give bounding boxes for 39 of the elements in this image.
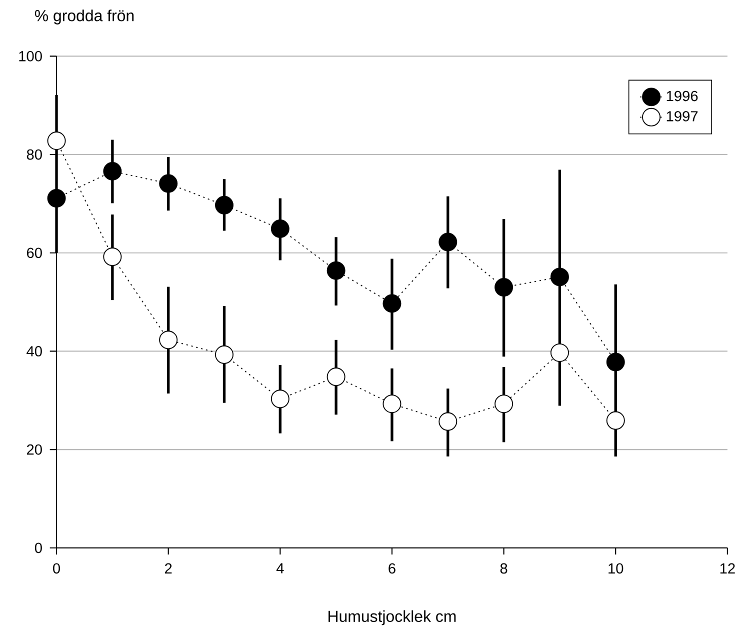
point (438, 412, 458, 431)
y-tick-label: 80 (26, 150, 42, 160)
point (326, 262, 346, 280)
x-tick-label: 2 (165, 563, 172, 574)
y-tick-label: 100 (19, 51, 42, 62)
point (606, 352, 625, 372)
point (270, 390, 290, 408)
point (159, 330, 178, 350)
point (438, 233, 458, 252)
x-tick-label: 12 (720, 563, 735, 574)
point (494, 394, 514, 414)
x-tick-label: 6 (388, 563, 396, 574)
point (550, 344, 569, 362)
point (606, 412, 625, 430)
y-tick-label: 0 (34, 542, 42, 554)
point (382, 294, 402, 313)
point (270, 220, 290, 238)
point (326, 368, 346, 386)
point (47, 132, 66, 150)
point (159, 174, 178, 193)
x-tick-label: 10 (608, 563, 624, 574)
legend-label: 1996 (666, 91, 698, 102)
x-tick-label: 8 (500, 563, 508, 574)
point (103, 248, 122, 266)
y-tick-label: 20 (26, 444, 42, 455)
point (215, 346, 234, 364)
x-tick-label: 0 (53, 563, 60, 574)
y-tick-label: 40 (26, 346, 42, 357)
point (215, 196, 234, 215)
legend-label: 1997 (666, 111, 698, 122)
x-axis-title: Humustjocklek cm (328, 610, 456, 626)
point (103, 162, 122, 181)
point (382, 394, 402, 414)
point (550, 268, 569, 286)
point (47, 189, 66, 208)
point (494, 278, 514, 297)
x-tick-label: 4 (276, 563, 284, 574)
y-tick-label: 60 (26, 248, 42, 258)
y-axis-title: % grodda frön (34, 10, 134, 25)
